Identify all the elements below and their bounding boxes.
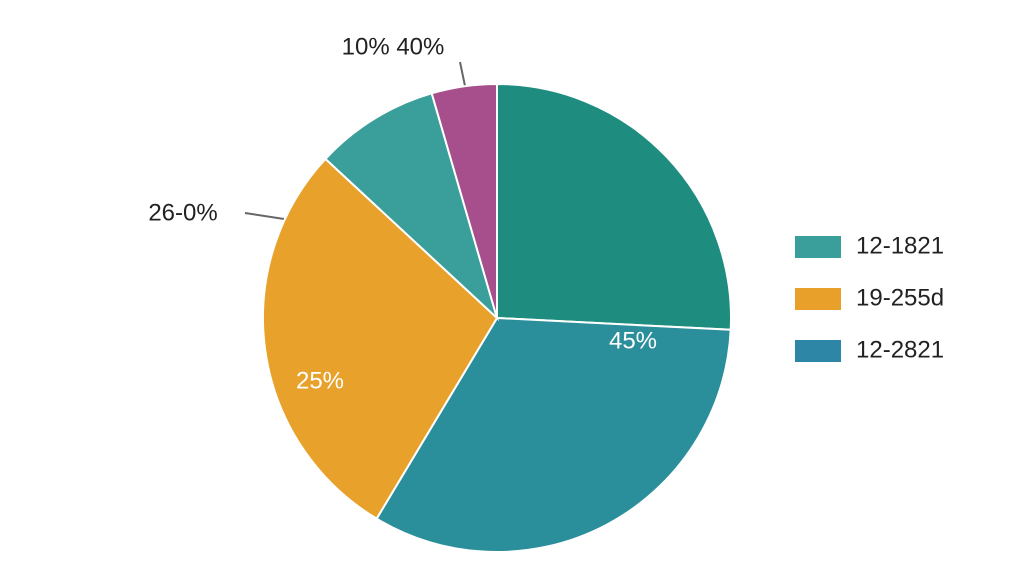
slice-label: 25% — [296, 367, 344, 394]
legend-label: 12-1821 — [856, 232, 944, 259]
pie-slice — [375, 316, 732, 553]
slice-label: 10% 40% — [342, 33, 445, 60]
leader-line — [244, 212, 285, 220]
legend-swatch — [795, 236, 841, 258]
legend-swatch — [795, 288, 841, 310]
leader-line — [459, 61, 466, 87]
pie-slice — [430, 82, 498, 319]
legend-label: 19-255d — [856, 284, 944, 311]
pie-slice — [496, 82, 732, 331]
pie-slice — [262, 157, 499, 521]
legend-swatch — [795, 340, 841, 362]
slice-label: 45% — [609, 327, 657, 354]
pie-slice — [324, 92, 499, 322]
legend-label: 12-2821 — [856, 336, 944, 363]
slice-label: 26-0% — [148, 199, 217, 226]
